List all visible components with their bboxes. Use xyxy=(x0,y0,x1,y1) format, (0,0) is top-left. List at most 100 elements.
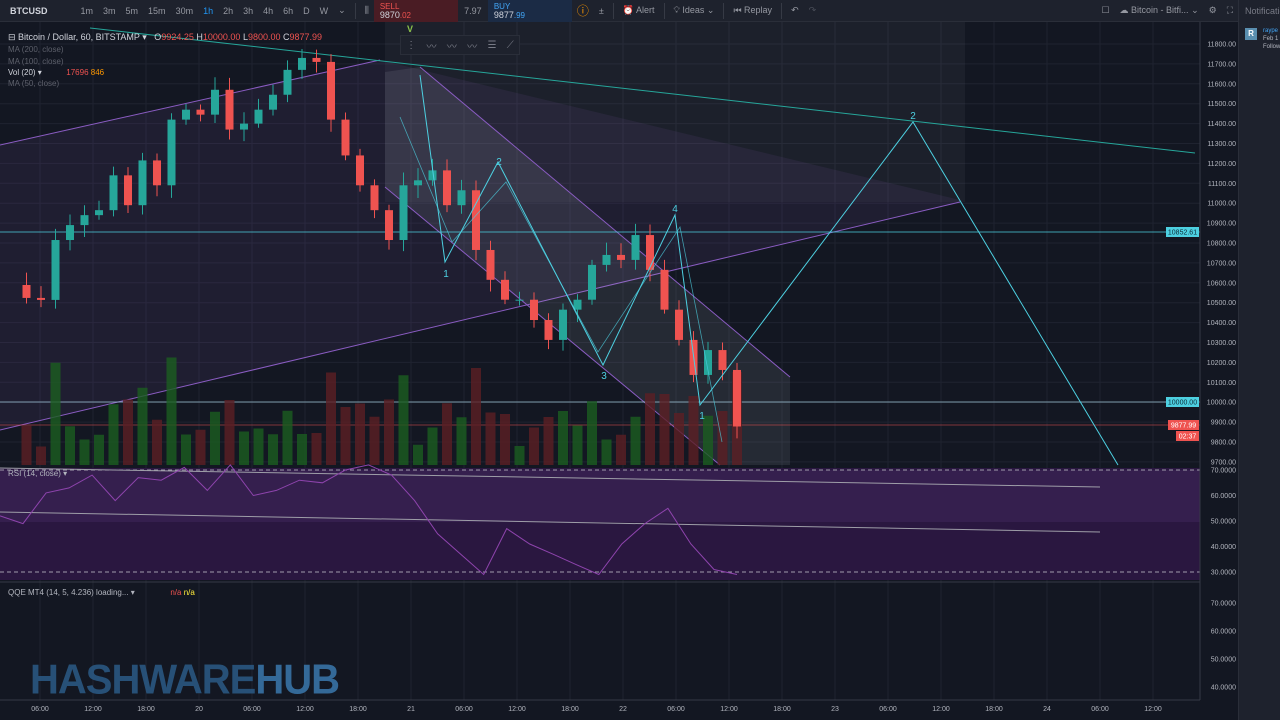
gear-icon[interactable]: ⚙ xyxy=(1208,5,1217,15)
price-tick: 10900.00 xyxy=(1207,221,1236,228)
rsi-trendline-lower[interactable] xyxy=(0,511,1101,533)
avatar[interactable]: R xyxy=(1245,28,1257,40)
ideas-label: Ideas xyxy=(682,5,705,15)
interval-30m[interactable]: 30m xyxy=(175,5,194,16)
candle xyxy=(501,279,509,300)
candle xyxy=(530,299,538,321)
wave-ace-icon[interactable]: 〰 xyxy=(467,41,478,53)
price-tick: 10500.00 xyxy=(1207,300,1236,307)
time-tick: 06:00 xyxy=(31,706,49,713)
fullscreen-icon[interactable]: ⛶ xyxy=(1226,5,1233,15)
layout-square-icon[interactable]: ☐ xyxy=(1101,5,1110,15)
interval-4h[interactable]: 4h xyxy=(263,5,274,16)
volume-bar xyxy=(94,434,104,465)
volume-value: 17696 xyxy=(66,68,89,77)
symbol-search[interactable]: BTCUSD xyxy=(10,5,48,16)
indicator-ma50[interactable]: MA (50, close) xyxy=(8,79,60,88)
volume-bar xyxy=(224,400,235,465)
candle xyxy=(124,175,132,206)
buy-button[interactable]: BUY 9877.99 xyxy=(487,0,572,22)
chart-canvas[interactable]: 1 2 3 4 1 2 V 11800.0011700.0011600.0011… xyxy=(0,22,1238,720)
candle xyxy=(211,89,219,115)
notification-item[interactable]: raype Feb 1 Follow xyxy=(1263,27,1280,51)
desc-channel-upper[interactable] xyxy=(419,66,791,378)
time-tick: 12:00 xyxy=(720,706,738,713)
qqe-legend[interactable]: QQE MT4 (14, 5, 4.236) loading... ▾ n/a … xyxy=(8,588,195,597)
interval-5m[interactable]: 5m xyxy=(125,5,139,16)
price-tick: 10400.00 xyxy=(1207,320,1236,327)
indicator-volume[interactable]: Vol (20) ▾ 17696 846 xyxy=(8,68,105,77)
interval-D[interactable]: D xyxy=(303,5,310,16)
qqe-tick: 50.0000 xyxy=(1211,657,1236,664)
price-tick: 11400.00 xyxy=(1207,121,1236,128)
countdown-label: 02:37 xyxy=(1179,434,1197,441)
channel-lower-line[interactable] xyxy=(0,201,961,431)
time-tick: 12:00 xyxy=(84,706,102,713)
interval-15m[interactable]: 15m xyxy=(148,5,166,16)
watchlist-dropdown[interactable]: ☁ Bitcoin - Bitfi... ⌄ xyxy=(1119,5,1199,15)
chevron-down-icon[interactable]: ⌄ xyxy=(338,5,346,15)
undo-icon[interactable]: ↶ xyxy=(791,5,799,15)
time-tick: 18:00 xyxy=(349,706,367,713)
rsi-legend[interactable]: RSI (14, close) ▾ xyxy=(8,469,68,478)
volume-bar xyxy=(500,414,510,465)
alarm-clock-icon: ⏰ xyxy=(622,5,637,15)
interval-2h[interactable]: 2h xyxy=(223,5,234,16)
trendline[interactable] xyxy=(89,27,1196,154)
sell-button[interactable]: SELL 9870.02 xyxy=(373,0,458,22)
interval-1m[interactable]: 1m xyxy=(80,5,94,16)
chart-type-icon[interactable]: ⫼ xyxy=(364,5,369,15)
symbol-title[interactable]: Bitcoin / Dollar, 60, BITSTAMP xyxy=(18,32,140,42)
price-tick: 10200.00 xyxy=(1207,360,1236,367)
interval-1h[interactable]: 1h xyxy=(203,5,214,16)
interval-6h[interactable]: 6h xyxy=(283,5,294,16)
indicator-ma100[interactable]: MA (100, close) xyxy=(8,57,64,66)
alert-label: Alert xyxy=(636,5,655,15)
time-tick: 12:00 xyxy=(1144,706,1162,713)
countdown-bg xyxy=(1176,431,1199,441)
wave-tool-icon[interactable]: 〰 xyxy=(426,41,437,53)
descending-channel[interactable] xyxy=(385,67,790,465)
volume-bar xyxy=(456,417,467,465)
buy-price: 9877 xyxy=(493,9,514,20)
interval-W[interactable]: W xyxy=(319,5,329,16)
wave-abc-icon[interactable]: 〰 xyxy=(446,41,457,53)
rsi-trendline-upper[interactable] xyxy=(0,467,1101,488)
volume-bar xyxy=(659,394,670,465)
price-axis[interactable] xyxy=(1200,22,1238,720)
price-tick: 9700.00 xyxy=(1211,459,1236,466)
ideas-button[interactable]: 💡︎ Ideas ⌄ xyxy=(673,5,715,15)
volume-bar xyxy=(384,399,394,465)
compare-add-icon[interactable]: ± xyxy=(598,5,604,16)
indicator-ma200[interactable]: MA (200, close) xyxy=(8,45,64,54)
rsi-pane xyxy=(0,468,1200,580)
settings-lines-icon[interactable]: ☰ xyxy=(487,39,497,51)
wave-label: 2 xyxy=(496,157,502,168)
time-tick: 23 xyxy=(831,706,839,713)
candle xyxy=(515,299,524,301)
drag-handle-icon[interactable]: ⋮ xyxy=(406,39,417,51)
volume-bar xyxy=(442,403,452,465)
replay-button[interactable]: ⏮ Replay xyxy=(728,5,777,16)
candle xyxy=(182,109,190,120)
volume-bars xyxy=(21,357,742,465)
cloud-icon: ☁ xyxy=(1119,5,1132,15)
info-icon[interactable]: ⓘ xyxy=(576,4,589,18)
interval-3h[interactable]: 3h xyxy=(243,5,254,16)
redo-icon[interactable]: ↷ xyxy=(808,5,817,15)
volume-bar xyxy=(688,396,699,465)
elliott-wave-inner[interactable] xyxy=(399,116,723,443)
style-icon[interactable]: ⟋ xyxy=(506,39,514,51)
time-axis-labels: 06:00 12:00 18:00 20 06:00 12:00 18:00 21 06:00 1… xyxy=(31,706,1162,713)
volume-bar xyxy=(369,416,380,465)
rsi-tick: 50.0000 xyxy=(1211,519,1236,526)
round-label-bg xyxy=(1166,397,1199,407)
channel-upper-line[interactable] xyxy=(0,59,381,146)
replay-icon: ⏮ xyxy=(733,5,745,15)
rsi-band xyxy=(0,470,1200,522)
interval-3m[interactable]: 3m xyxy=(103,5,116,16)
collapse-icon[interactable]: ⊟ xyxy=(8,32,19,42)
volume-bar xyxy=(152,419,162,465)
candle xyxy=(733,369,741,427)
alert-button[interactable]: ⏰ Alert xyxy=(618,5,660,16)
